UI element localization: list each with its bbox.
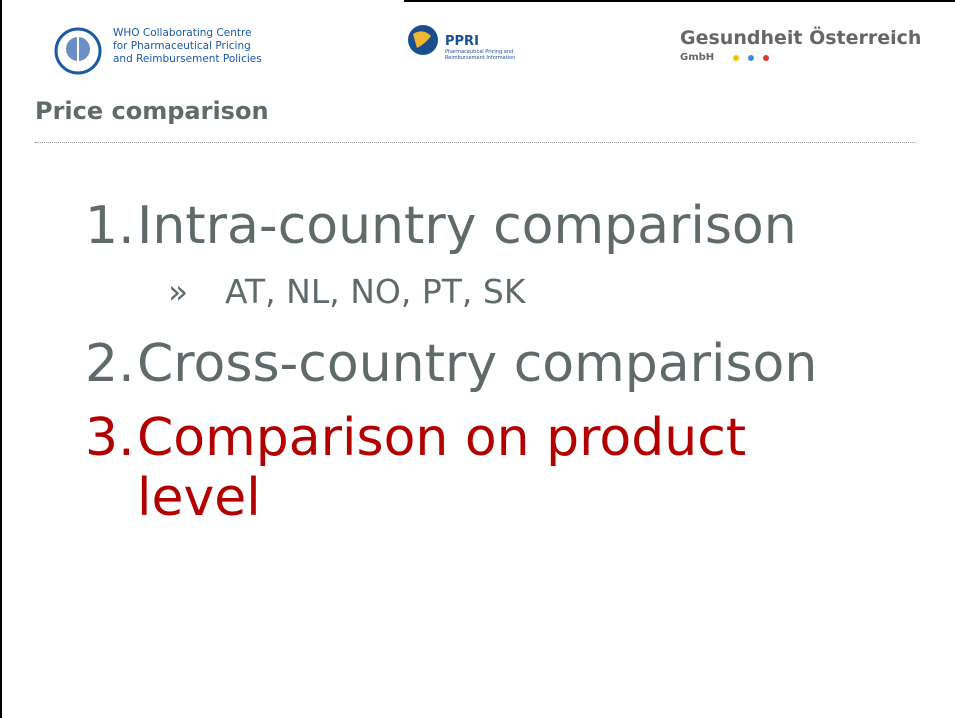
ppri-globe	[408, 25, 438, 55]
ppri-logo: PPRI Pharmaceutical Pricing and Reimbursem…	[445, 34, 515, 61]
who-emblem	[54, 27, 102, 75]
who-text: WHO Collaborating Centre for Pharmaceutic…	[113, 27, 262, 66]
goeg-suffix: GmbH	[680, 52, 715, 63]
frame-left	[0, 0, 2, 718]
goeg-name: Gesundheit Österreich	[680, 27, 922, 49]
item-text: Comparison on product level	[137, 408, 747, 528]
item-text: Cross-country comparison	[137, 334, 818, 394]
ppri-name: PPRI	[445, 34, 479, 49]
divider	[35, 142, 915, 143]
item-number: 2.	[85, 334, 135, 394]
list-item: 1. Intra-country comparison	[85, 196, 837, 256]
sub-item: » AT, NL, NO, PT, SK	[168, 272, 525, 311]
sub-text: AT, NL, NO, PT, SK	[225, 272, 526, 311]
goeg-dots	[733, 55, 769, 61]
list-item: 2. Cross-country comparison	[85, 334, 837, 394]
goeg-logo: Gesundheit Österreich GmbH	[680, 27, 921, 63]
list-item: 3. Comparison on product level	[85, 408, 777, 528]
item-number: 1.	[85, 196, 135, 256]
who-line: for Pharmaceutical Pricing	[113, 40, 251, 52]
bullet: »	[168, 272, 189, 311]
ppri-tagline: Reimbursement Information	[445, 55, 516, 61]
who-line: and Reimbursement Policies	[113, 53, 262, 65]
item-text: Intra-country comparison	[137, 196, 797, 256]
slide-title: Price comparison	[35, 97, 269, 125]
ppri-tagline: Pharmaceutical Pricing and	[445, 49, 514, 55]
who-line: WHO Collaborating Centre	[113, 27, 252, 39]
frame-top	[404, 0, 955, 2]
item-number: 3.	[85, 408, 135, 468]
